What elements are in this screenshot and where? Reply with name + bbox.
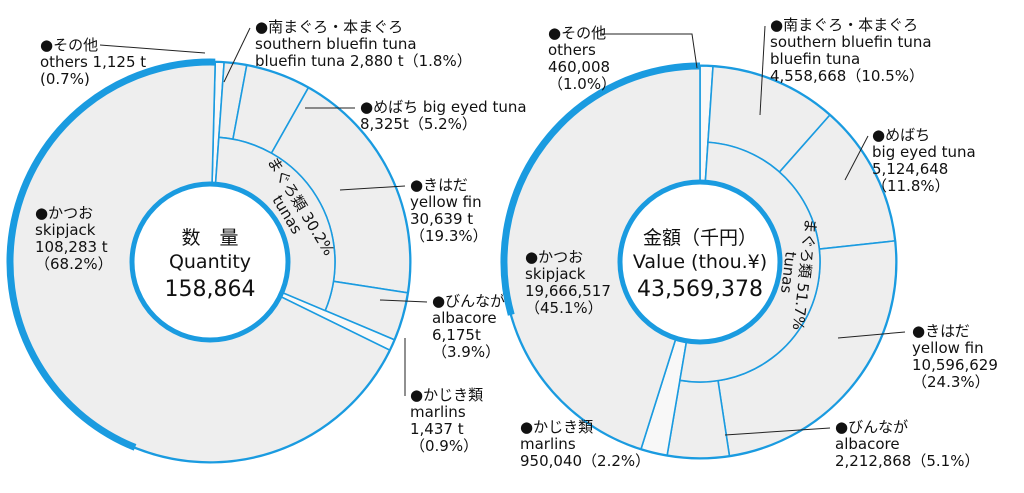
- center-subtitle-1: Quantity: [169, 251, 251, 273]
- center-title-2: 金額（千円）: [643, 227, 757, 249]
- center-total-2: 43,569,378: [637, 277, 763, 302]
- label-albacore-line-3-2: 2,212,868（5.1%）: [835, 452, 979, 470]
- label-skipjack-line-4-2: （45.1%）: [525, 299, 603, 317]
- label-big-eyed-tuna-line-1-1: ●めばち big eyed tuna: [360, 98, 527, 116]
- label-albacore-line-1-2: ●びんなが: [835, 418, 908, 436]
- label-marlins-line-4-1: （0.9%）: [410, 437, 478, 455]
- label-yellow-fin-line-3-1: 30,639 t: [410, 210, 473, 228]
- label-others-line-3-2: 460,008: [548, 58, 610, 76]
- label-marlins-line-2-1: marlins: [410, 403, 466, 421]
- label-skipjack-line-1-1: ●かつお: [35, 204, 93, 222]
- center-total-1: 158,864: [165, 277, 256, 302]
- label-skipjack-line-2-1: skipjack: [35, 221, 96, 239]
- label-yellow-fin-line-2-2: yellow fin: [912, 339, 984, 357]
- label-yellow-fin-line-4-1: （19.3%）: [410, 227, 488, 245]
- label-southern-bluefin-tuna-bluefin-tuna-line-3-1: bluefin tuna 2,880 t（1.8%）: [255, 52, 472, 70]
- label-big-eyed-tuna-line-2-1: 8,325t（5.2%）: [360, 115, 477, 133]
- leader-albacore-2: [724, 427, 831, 436]
- label-southern-bluefin-tuna-bluefin-tuna-line-1-2: ●南まぐろ・本まぐろ: [770, 16, 918, 34]
- label-marlins-line-3-2: 950,040（2.2%）: [520, 452, 650, 470]
- leader-big-eyed-tuna-2: [844, 135, 869, 181]
- label-big-eyed-tuna-line-2-2: big eyed tuna: [872, 143, 976, 161]
- label-skipjack-line-4-1: （68.2%）: [35, 255, 113, 273]
- tunas-ring-label-en-2: tunas: [777, 251, 800, 295]
- label-marlins-line-2-2: marlins: [520, 435, 576, 453]
- label-big-eyed-tuna-line-1-2: ●めばち: [872, 126, 930, 144]
- label-southern-bluefin-tuna-bluefin-tuna-line-2-2: southern bluefin tuna: [770, 33, 932, 51]
- label-others-line-1-1: ●その他: [40, 36, 98, 54]
- center-disc-1: [129, 181, 291, 343]
- label-albacore-line-1-1: ●びんなが: [432, 292, 505, 310]
- label-others-line-3-1: (0.7%): [40, 70, 90, 88]
- label-yellow-fin-line-4-2: （24.3%）: [912, 373, 990, 391]
- label-albacore-line-4-1: （3.9%）: [432, 343, 500, 361]
- label-southern-bluefin-tuna-bluefin-tuna-line-4-2: 4,558,668（10.5%）: [770, 67, 924, 85]
- leader-others-2: [600, 33, 698, 69]
- label-skipjack-line-1-2: ●かつお: [525, 248, 583, 266]
- label-others-line-2-2: others: [548, 41, 596, 59]
- center-subtitle-2: Value (thou.¥): [633, 251, 767, 273]
- leader-yellow-fin-1: [339, 185, 406, 191]
- label-big-eyed-tuna-line-3-2: 5,124,648: [872, 160, 948, 178]
- skipjack-accent-1: [6, 58, 216, 451]
- label-big-eyed-tuna-line-4-2: （11.8%）: [872, 177, 950, 195]
- leader-others-1: [99, 44, 206, 54]
- label-skipjack-line-3-2: 19,666,517: [525, 282, 611, 300]
- label-skipjack-line-3-1: 108,283 t: [35, 238, 108, 256]
- label-yellow-fin-line-3-2: 10,596,629: [912, 356, 998, 374]
- label-marlins-line-1-1: ●かじき類: [410, 386, 483, 404]
- label-southern-bluefin-tuna-bluefin-tuna-line-1-1: ●南まぐろ・本まぐろ: [255, 18, 403, 36]
- label-others-line-1-2: ●その他: [548, 24, 606, 42]
- leader-southern-bluefin-tuna-bluefin-tuna-1: [223, 27, 251, 83]
- label-albacore-line-2-2: albacore: [835, 435, 900, 453]
- label-southern-bluefin-tuna-bluefin-tuna-line-3-2: bluefin tuna: [770, 50, 860, 68]
- label-yellow-fin-line-1-1: ●きはだ: [410, 176, 468, 194]
- leader-yellow-fin-2: [837, 331, 906, 339]
- skipjack-accent-2: [500, 62, 701, 316]
- label-others-line-4-2: （1.0%）: [548, 75, 616, 93]
- leader-albacore-1: [379, 299, 428, 303]
- leader-southern-bluefin-tuna-bluefin-tuna-2: [759, 25, 766, 116]
- label-albacore-line-3-1: 6,175t: [432, 326, 481, 344]
- center-title-1: 数 量: [181, 227, 238, 249]
- label-skipjack-line-2-2: skipjack: [525, 265, 586, 283]
- center-disc-2: [617, 179, 783, 345]
- label-marlins-line-1-2: ●かじき類: [520, 418, 593, 436]
- label-yellow-fin-line-2-1: yellow fin: [410, 193, 482, 211]
- label-yellow-fin-line-1-2: ●きはだ: [912, 322, 970, 340]
- label-others-line-2-1: others 1,125 t: [40, 53, 146, 71]
- label-southern-bluefin-tuna-bluefin-tuna-line-2-1: southern bluefin tuna: [255, 35, 417, 53]
- label-albacore-line-2-1: albacore: [432, 309, 497, 327]
- label-marlins-line-3-1: 1,437 t: [410, 420, 464, 438]
